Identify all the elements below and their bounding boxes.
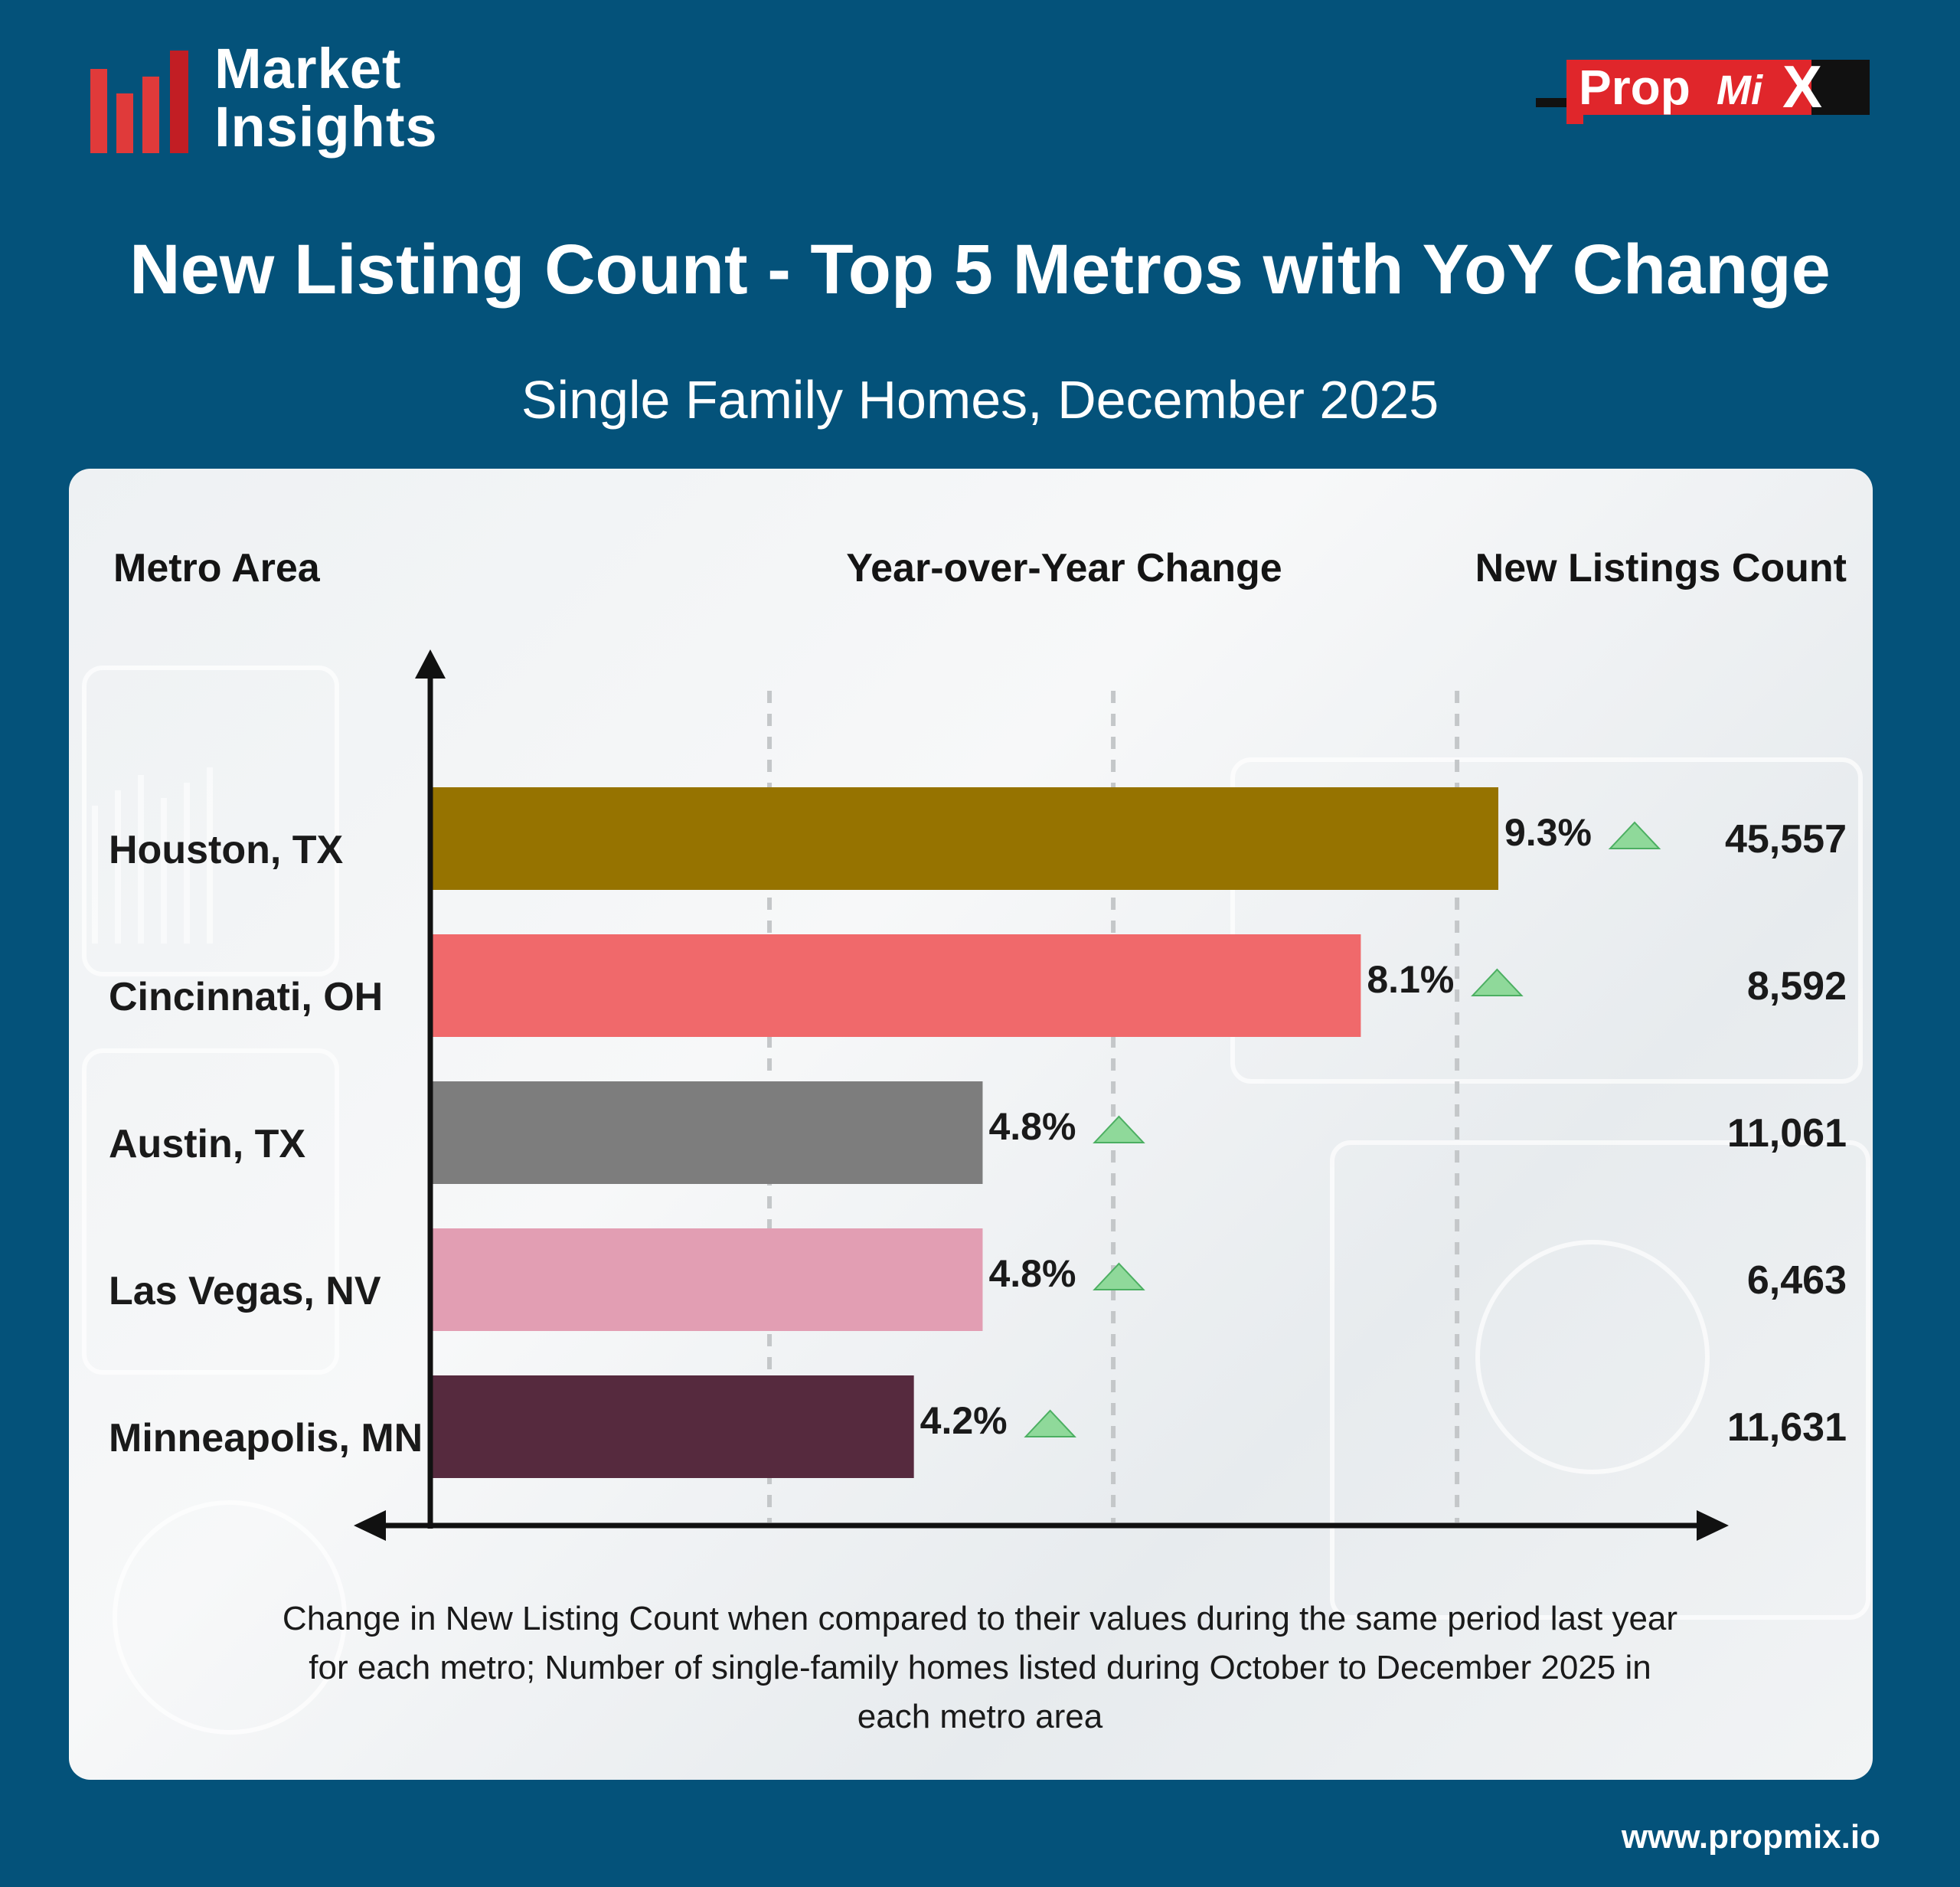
yoy-value-label: 4.2% — [920, 1399, 1008, 1442]
yoy-value-label: 4.8% — [988, 1105, 1076, 1148]
logo-text-mi: Mi — [1717, 67, 1763, 113]
listing-count-label: 11,061 — [1726, 1111, 1847, 1156]
bar-4 — [433, 1375, 914, 1478]
metro-label: Las Vegas, NV — [109, 1269, 381, 1313]
listing-count-label: 6,463 — [1746, 1258, 1847, 1303]
listing-count-label: 11,631 — [1726, 1405, 1847, 1450]
chart-card: Metro Area Year-over-Year Change New Lis… — [69, 469, 1873, 1780]
bar-3 — [433, 1228, 983, 1331]
x-axis-arrow-right — [1697, 1510, 1729, 1541]
trend-up-icon — [1093, 1262, 1145, 1290]
x-axis-arrow-left — [354, 1510, 386, 1541]
trend-up-icon — [1024, 1409, 1076, 1437]
listing-count-label: 8,592 — [1746, 964, 1847, 1009]
yoy-value-label: 9.3% — [1504, 811, 1592, 854]
logo-text-prop: Prop — [1579, 60, 1690, 115]
trend-up-icon — [1471, 968, 1524, 996]
metro-label: Minneapolis, MN — [109, 1416, 423, 1460]
chart-title: New Listing Count - Top 5 Metros with Yo… — [129, 231, 1831, 309]
y-axis-arrow — [415, 649, 446, 679]
website-url[interactable]: www.propmix.io — [1621, 1818, 1880, 1856]
footnote: Change in New Listing Count when compare… — [282, 1600, 1678, 1735]
bar-0 — [433, 787, 1498, 890]
column-header-count: New Listings Count — [1475, 546, 1847, 590]
column-header-yoy: Year-over-Year Change — [846, 546, 1282, 590]
bar-chart — [354, 649, 1729, 1541]
logo-text-x: X — [1782, 55, 1822, 120]
market-insights-logo-icon — [90, 51, 188, 153]
brand-line-2: Insights — [214, 95, 438, 159]
brand-line-1: Market — [214, 37, 402, 100]
column-header-metro: Metro Area — [113, 546, 320, 590]
trend-up-icon — [1608, 821, 1661, 849]
trend-up-icon — [1093, 1115, 1145, 1143]
listing-count-label: 45,557 — [1724, 817, 1847, 862]
propmix-logo: Prop Mi X — [1536, 55, 1870, 124]
bar-1 — [433, 934, 1361, 1037]
brand-title: Market Insights — [214, 40, 438, 156]
metro-label: Cincinnati, OH — [109, 975, 384, 1019]
bar-2 — [433, 1081, 983, 1184]
chart-subtitle: Single Family Homes, December 2025 — [521, 370, 1439, 430]
yoy-value-label: 8.1% — [1367, 958, 1455, 1001]
metro-label: Austin, TX — [109, 1122, 306, 1166]
yoy-value-label: 4.8% — [988, 1252, 1076, 1295]
metro-label: Houston, TX — [109, 828, 344, 872]
background-decoration — [82, 666, 1870, 1735]
